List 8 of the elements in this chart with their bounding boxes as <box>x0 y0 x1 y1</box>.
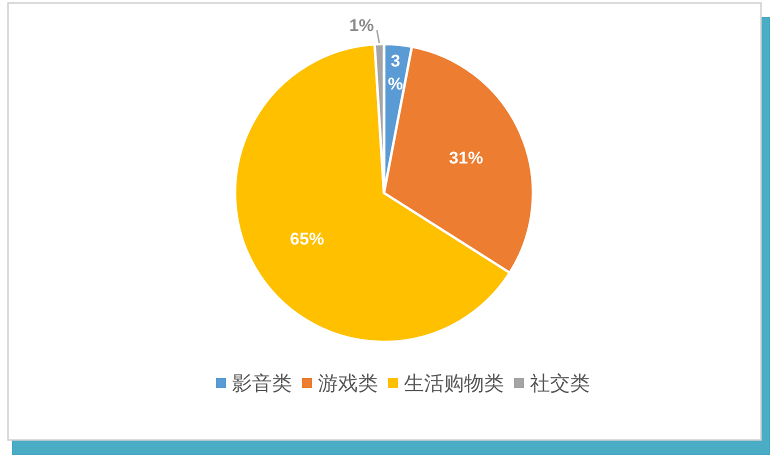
data-label: 3% <box>388 51 404 94</box>
data-label: 65% <box>290 230 324 249</box>
data-label: 1% <box>349 16 374 36</box>
legend-label: 影音类 <box>232 373 292 395</box>
legend-label: 游戏类 <box>318 373 378 395</box>
legend-label: 社交类 <box>530 373 590 395</box>
data-label: 31% <box>449 148 484 168</box>
legend-label: 生活购物类 <box>404 373 504 395</box>
